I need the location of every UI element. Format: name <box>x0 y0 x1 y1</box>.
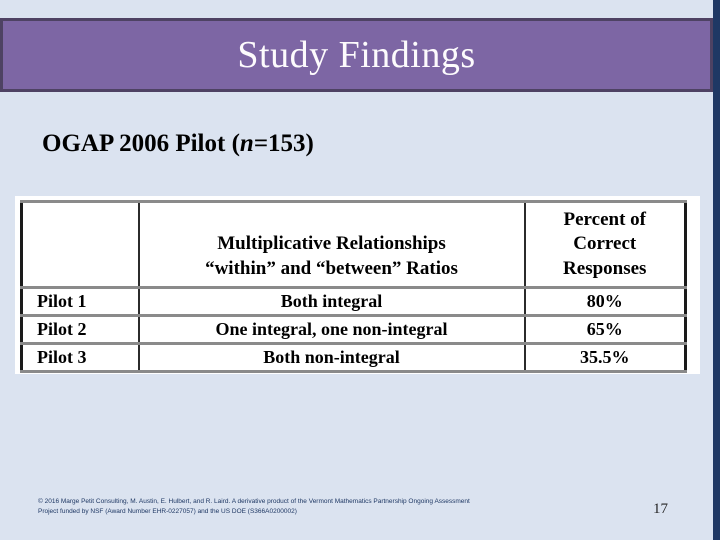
row-percent: 35.5% <box>523 342 687 373</box>
heading-suffix: =153) <box>253 130 314 157</box>
row-label: Pilot 2 <box>20 314 140 345</box>
table-row-pilot-2: Pilot 2 One integral, one non-integral 6… <box>20 314 687 345</box>
slide-title: Study Findings <box>237 34 476 76</box>
slide-heading: OGAP 2006 Pilot (n=153) <box>42 130 314 158</box>
title-bar: Study Findings <box>0 18 713 92</box>
row-description: One integral, one non-integral <box>137 314 526 345</box>
table-row-pilot-1: Pilot 1 Both integral 80% <box>20 286 687 317</box>
heading-prefix: OGAP 2006 Pilot ( <box>42 130 240 157</box>
footer-line-1: © 2016 Marge Petit Consulting, M. Austin… <box>38 498 470 505</box>
row-percent: 80% <box>523 286 687 317</box>
header-cell-percent-correct: Percent of Correct Responses <box>523 200 687 289</box>
right-edge-strip <box>713 0 720 540</box>
header-cell-relationships: Multiplicative Relationships “within” an… <box>137 200 526 289</box>
row-description: Both integral <box>137 286 526 317</box>
row-percent: 65% <box>523 314 687 345</box>
row-label: Pilot 3 <box>20 342 140 373</box>
table-panel: Multiplicative Relationships “within” an… <box>15 196 700 374</box>
row-description: Both non-integral <box>137 342 526 373</box>
page-number: 17 <box>653 501 668 517</box>
footer-line-2: Project funded by NSF (Award Number EHR-… <box>38 508 297 515</box>
footer-credits: © 2016 Marge Petit Consulting, M. Austin… <box>38 497 558 517</box>
header-cell-empty <box>20 200 140 289</box>
findings-table: Multiplicative Relationships “within” an… <box>20 200 687 373</box>
row-label: Pilot 1 <box>20 286 140 317</box>
table-row-pilot-3: Pilot 3 Both non-integral 35.5% <box>20 342 687 373</box>
table-header-row: Multiplicative Relationships “within” an… <box>20 200 687 289</box>
heading-variable-n: n <box>239 130 254 157</box>
